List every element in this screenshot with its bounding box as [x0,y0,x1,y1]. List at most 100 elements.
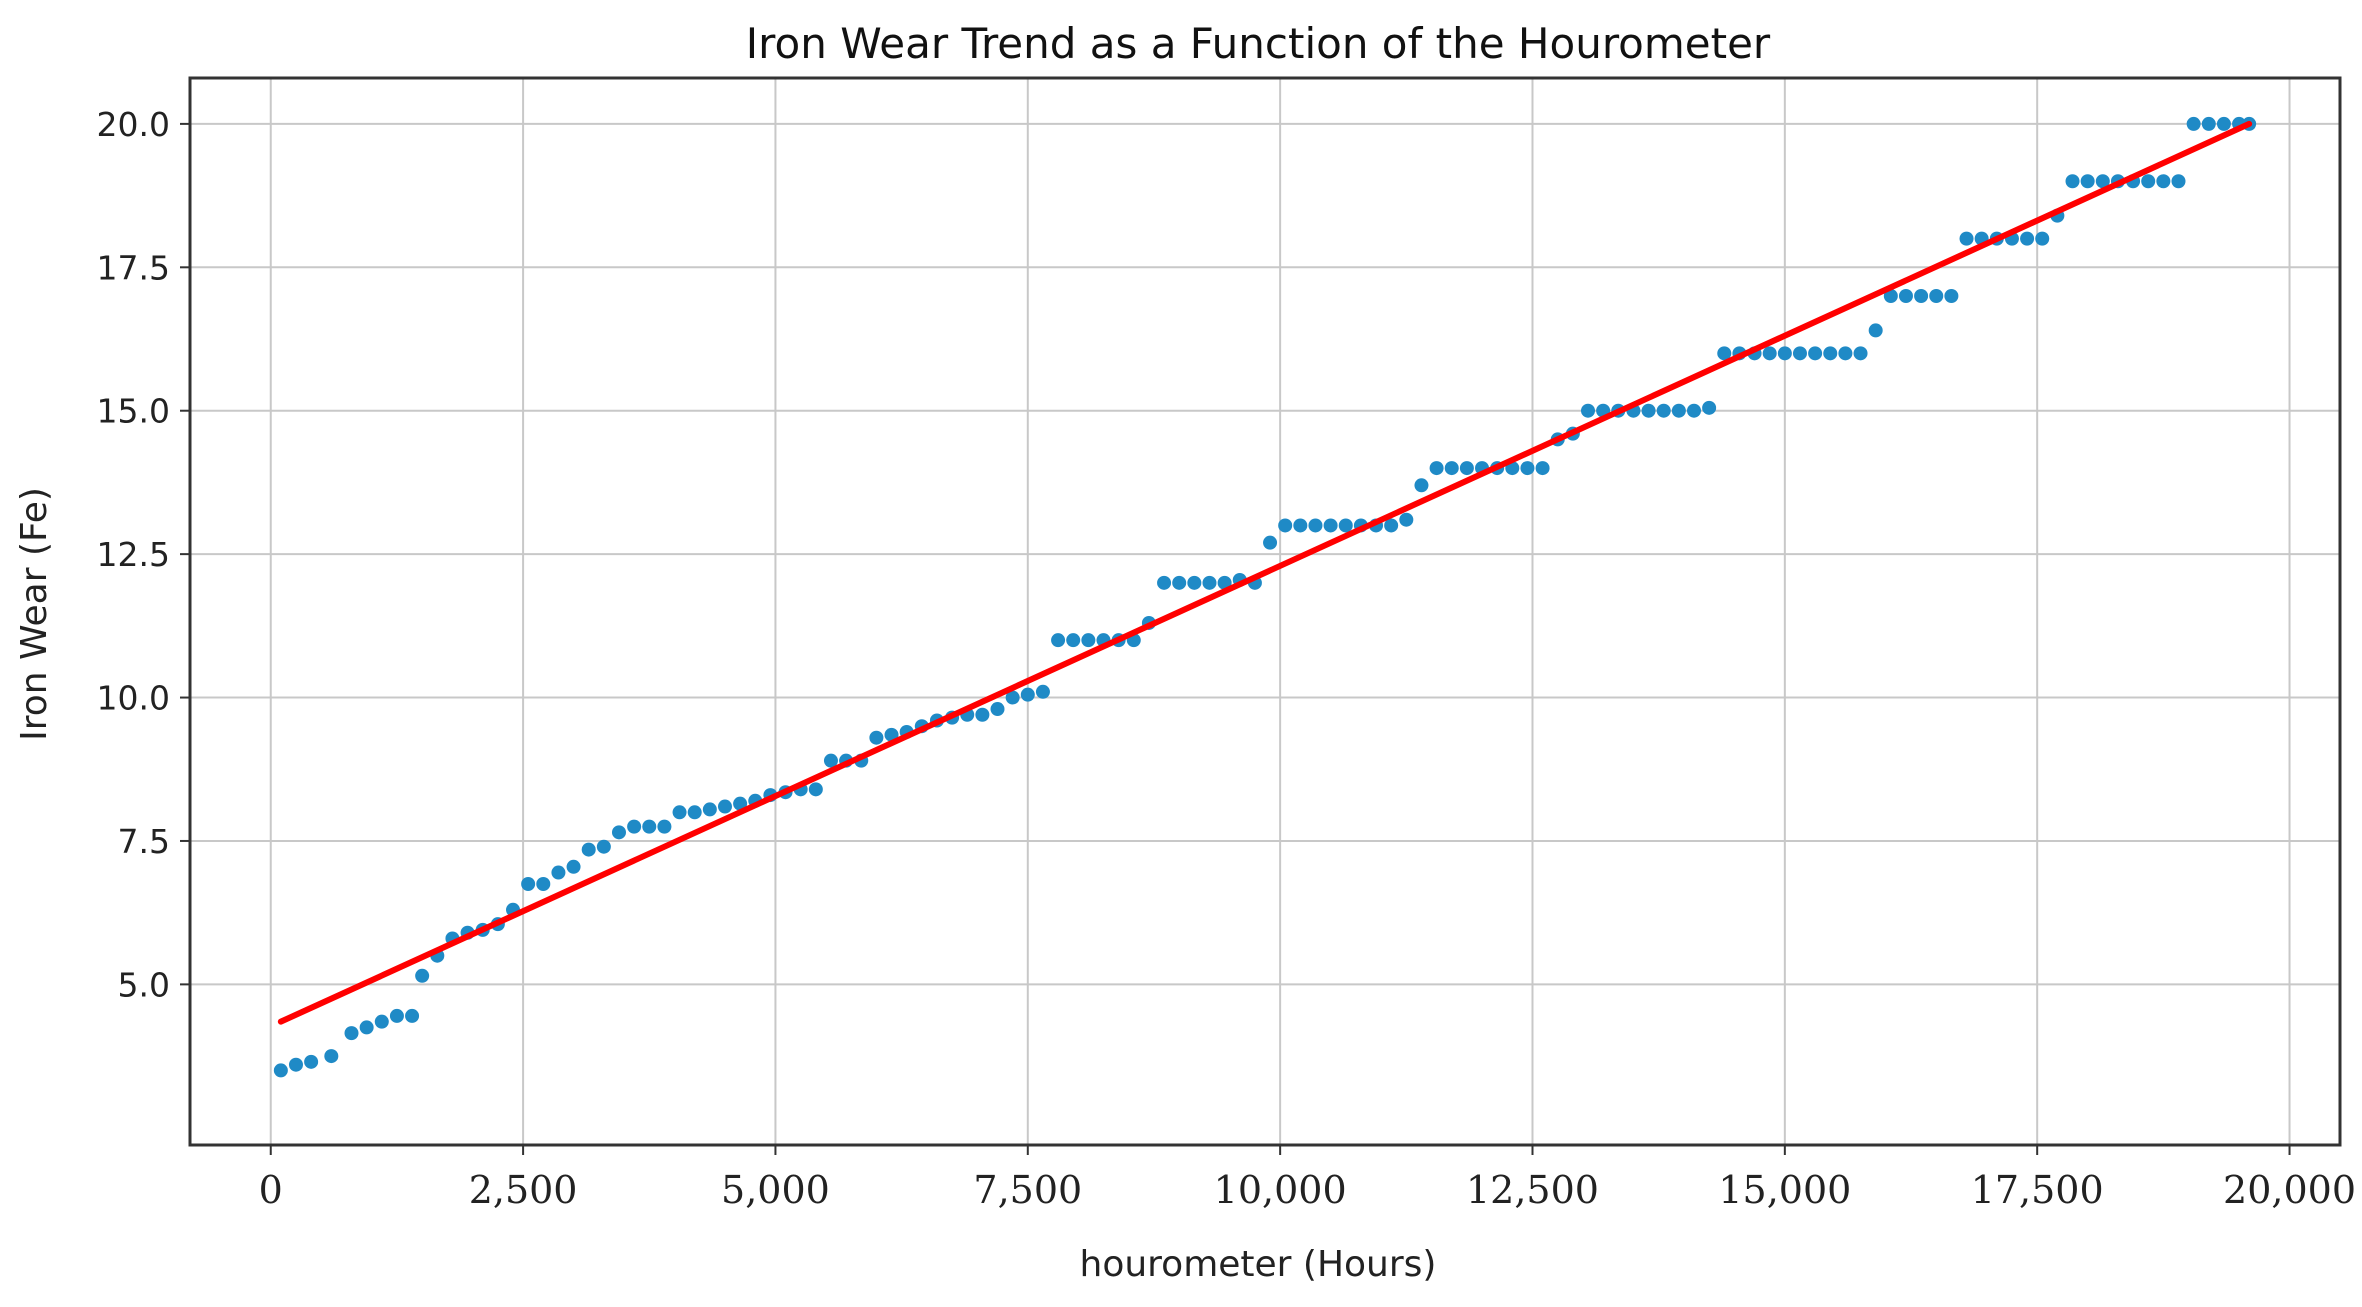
data-point [405,1009,419,1023]
x-tick-label: 7,500 [973,1168,1082,1212]
data-point [2187,117,2201,131]
data-point [1430,461,1444,475]
data-point [521,877,535,891]
data-point [304,1055,318,1069]
data-point [657,820,671,834]
data-point [1066,633,1080,647]
data-point [718,800,732,814]
y-tick-label: 5.0 [118,965,170,1004]
y-tick-label: 10.0 [97,679,170,718]
data-point [345,1026,359,1040]
x-tick-label: 12,500 [1466,1168,1599,1212]
data-point [703,802,717,816]
data-point [551,866,565,880]
data-point [1536,461,1550,475]
data-point [1929,289,1943,303]
data-point [2141,174,2155,188]
data-point [1157,576,1171,590]
data-point [1520,461,1534,475]
data-point [1445,461,1459,475]
x-tick-label: 15,000 [1718,1168,1851,1212]
data-point [1263,536,1277,550]
x-tick-label: 0 [259,1168,283,1212]
data-point [1399,513,1413,527]
data-point [1202,576,1216,590]
data-point [2217,117,2231,131]
data-point [597,840,611,854]
data-point [1960,232,1974,246]
data-point [1278,518,1292,532]
data-point [324,1049,338,1063]
data-point [688,805,702,819]
data-point [375,1015,389,1029]
data-point [1324,518,1338,532]
chart-title: Iron Wear Trend as a Function of the Hou… [746,19,1771,68]
data-point [642,820,656,834]
data-point [415,969,429,983]
data-point [1414,478,1428,492]
data-point [2035,232,2049,246]
data-point [2066,174,2080,188]
y-tick-label: 15.0 [97,392,170,431]
trend-line [281,124,2249,1022]
data-point [1823,346,1837,360]
data-point [1808,346,1822,360]
data-point [536,877,550,891]
data-point [1021,688,1035,702]
data-point [1051,633,1065,647]
y-axis-title: Iron Wear (Fe) [14,487,55,741]
y-tick-label: 7.5 [118,822,170,861]
data-point [289,1058,303,1072]
data-point [1899,289,1913,303]
data-point [2081,174,2095,188]
data-point [360,1020,374,1034]
data-point [975,708,989,722]
y-tick-label: 20.0 [97,105,170,144]
data-point [1172,576,1186,590]
x-tick-label: 10,000 [1214,1168,1347,1212]
data-point [1339,518,1353,532]
data-point [1838,346,1852,360]
data-point [1672,404,1686,418]
data-point [1642,404,1656,418]
trend-line-series [281,124,2249,1022]
data-point [869,731,883,745]
data-point [1702,401,1716,415]
data-point [1687,404,1701,418]
scatter-series [274,117,2256,1078]
data-point [1308,518,1322,532]
data-point [1793,346,1807,360]
y-tick-label: 17.5 [97,248,170,287]
x-tick-label: 5,000 [721,1168,830,1212]
data-point [991,702,1005,716]
data-point [2156,174,2170,188]
data-point [1581,404,1595,418]
data-point [673,805,687,819]
y-tick-label: 12.5 [97,535,170,574]
data-point [627,820,641,834]
x-tick-label: 17,500 [1971,1168,2104,1212]
data-point [2202,117,2216,131]
data-point [1460,461,1474,475]
x-tick-label: 2,500 [469,1168,578,1212]
data-point [582,843,596,857]
data-point [809,782,823,796]
data-point [2171,174,2185,188]
x-axis-title: hourometer (Hours) [1080,1244,1437,1285]
data-point [1763,346,1777,360]
data-point [1081,633,1095,647]
data-point [1778,346,1792,360]
data-point [1854,346,1868,360]
data-point [567,860,581,874]
data-point [1869,323,1883,337]
data-point [1657,404,1671,418]
data-point [1187,576,1201,590]
data-point [274,1063,288,1077]
data-point [1036,685,1050,699]
data-point [612,825,626,839]
data-point [2020,232,2034,246]
data-point [390,1009,404,1023]
x-tick-label: 20,000 [2223,1168,2356,1212]
data-point [1293,518,1307,532]
